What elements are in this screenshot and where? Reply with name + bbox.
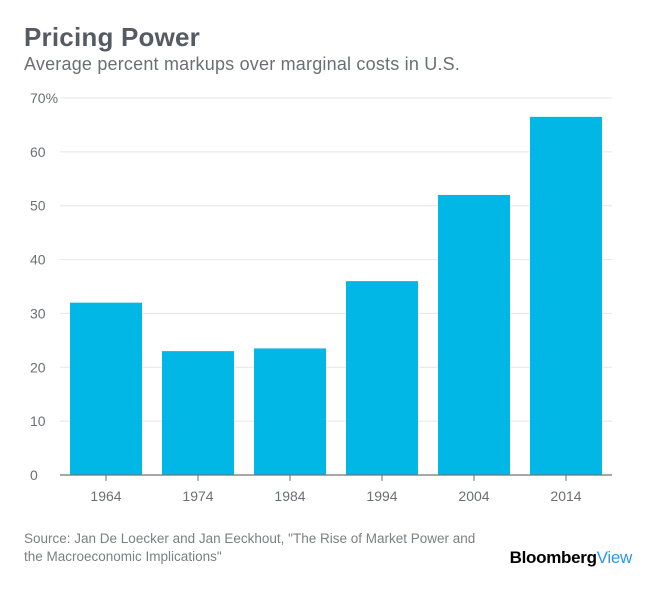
x-tick-label: 2004 bbox=[458, 488, 489, 504]
y-tick-label: 40 bbox=[30, 252, 46, 268]
bar-1964 bbox=[70, 302, 142, 475]
brand-logo: BloombergView bbox=[509, 548, 633, 568]
bar-1994 bbox=[346, 281, 418, 475]
x-axis bbox=[60, 474, 612, 481]
x-tick-label: 1974 bbox=[182, 488, 213, 504]
y-tick-label: 20 bbox=[30, 359, 46, 375]
y-tick-label: 10 bbox=[30, 413, 46, 429]
source-note: Source: Jan De Loecker and Jan Eeckhout,… bbox=[24, 531, 476, 564]
chart-subtitle: Average percent markups over marginal co… bbox=[24, 54, 461, 74]
y-tick-label: 60 bbox=[30, 144, 46, 160]
x-tick-label: 1984 bbox=[274, 488, 305, 504]
brand-view: View bbox=[596, 548, 633, 567]
x-tick-label: 1994 bbox=[366, 488, 397, 504]
x-tick-label: 1964 bbox=[90, 488, 121, 504]
bar-1974 bbox=[162, 351, 234, 475]
bars bbox=[70, 116, 602, 475]
y-tick-label: 70% bbox=[30, 90, 58, 106]
chart-title: Pricing Power bbox=[24, 22, 200, 52]
bar-2004 bbox=[438, 194, 510, 475]
y-tick-label: 0 bbox=[30, 467, 38, 483]
bar-chart: 0 10 20 30 40 50 60 70% 1964 1974 1984 1994 2004 201… bbox=[30, 90, 612, 504]
x-tick-label: 2014 bbox=[550, 488, 581, 504]
gridlines bbox=[60, 97, 612, 422]
y-tick-label: 50 bbox=[30, 198, 46, 214]
y-tick-label: 30 bbox=[30, 305, 46, 321]
x-axis-tick-labels: 1964 1974 1984 1994 2004 2014 bbox=[90, 488, 581, 504]
brand-bloomberg: Bloomberg bbox=[509, 548, 597, 567]
y-axis-tick-labels: 0 10 20 30 40 50 60 70% bbox=[30, 90, 58, 483]
bar-2014 bbox=[530, 116, 602, 475]
bar-1984 bbox=[254, 348, 326, 475]
